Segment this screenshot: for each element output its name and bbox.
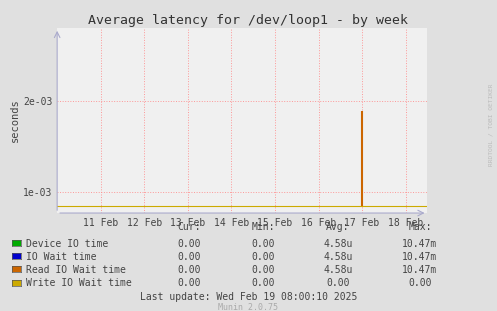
Text: Device IO time: Device IO time bbox=[26, 239, 108, 248]
Text: 0.00: 0.00 bbox=[251, 252, 275, 262]
Text: IO Wait time: IO Wait time bbox=[26, 252, 97, 262]
Text: 0.00: 0.00 bbox=[177, 265, 201, 275]
Text: Cur:: Cur: bbox=[177, 221, 201, 231]
Text: 0.00: 0.00 bbox=[251, 239, 275, 248]
Text: Read IO Wait time: Read IO Wait time bbox=[26, 265, 126, 275]
Text: RRDTOOL / TOBI OETIKER: RRDTOOL / TOBI OETIKER bbox=[488, 83, 493, 166]
Text: 0.00: 0.00 bbox=[177, 252, 201, 262]
Text: Last update: Wed Feb 19 08:00:10 2025: Last update: Wed Feb 19 08:00:10 2025 bbox=[140, 292, 357, 302]
Y-axis label: seconds: seconds bbox=[10, 99, 20, 142]
Text: 10.47m: 10.47m bbox=[403, 252, 437, 262]
Text: 4.58u: 4.58u bbox=[323, 239, 353, 248]
Text: 4.58u: 4.58u bbox=[323, 265, 353, 275]
Text: Avg:: Avg: bbox=[326, 221, 350, 231]
Text: Min:: Min: bbox=[251, 221, 275, 231]
Text: Average latency for /dev/loop1 - by week: Average latency for /dev/loop1 - by week bbox=[88, 14, 409, 27]
Text: 0.00: 0.00 bbox=[326, 278, 350, 288]
Text: 4.58u: 4.58u bbox=[323, 252, 353, 262]
Text: 10.47m: 10.47m bbox=[403, 265, 437, 275]
Text: 0.00: 0.00 bbox=[251, 265, 275, 275]
Text: Munin 2.0.75: Munin 2.0.75 bbox=[219, 304, 278, 311]
Text: Write IO Wait time: Write IO Wait time bbox=[26, 278, 132, 288]
Text: 0.00: 0.00 bbox=[177, 278, 201, 288]
Text: 0.00: 0.00 bbox=[408, 278, 432, 288]
Text: 0.00: 0.00 bbox=[251, 278, 275, 288]
Text: Max:: Max: bbox=[408, 221, 432, 231]
Text: 10.47m: 10.47m bbox=[403, 239, 437, 248]
Text: 0.00: 0.00 bbox=[177, 239, 201, 248]
